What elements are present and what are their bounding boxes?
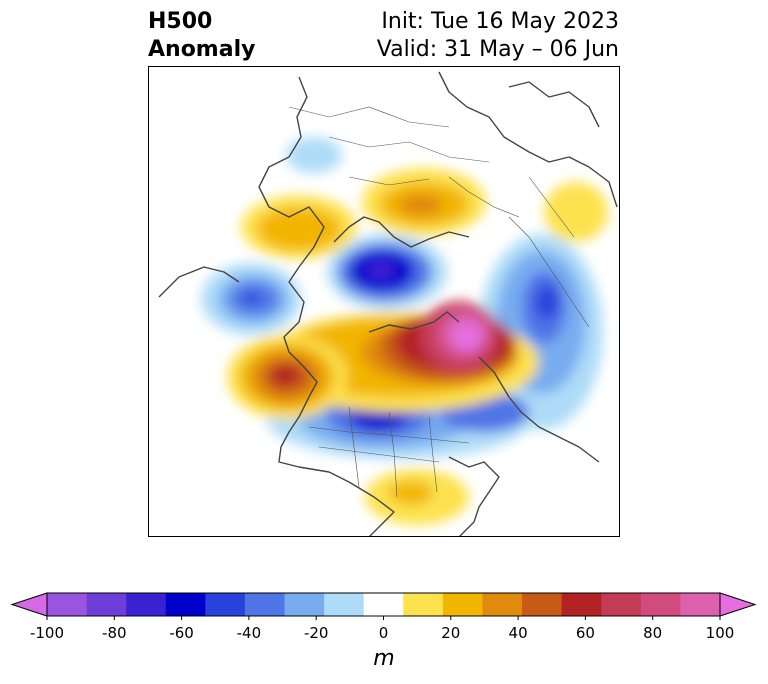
pos-anomaly-siberia	[241, 168, 486, 259]
anomaly-map	[148, 66, 620, 537]
colorbar-segment	[482, 593, 523, 616]
init-date: Init: Tue 16 May 2023	[381, 9, 619, 34]
colorbar-segment	[601, 593, 642, 616]
colorbar-segment	[126, 593, 167, 616]
colorbar-units: m	[373, 646, 395, 671]
neg-anomaly-north-asia	[327, 234, 447, 310]
title-left: H500 Anomaly	[148, 8, 255, 64]
colorbar-segment	[86, 593, 127, 616]
colorbar-segment	[165, 593, 206, 616]
colorbar-segment	[205, 593, 246, 616]
colorbar-segment	[680, 593, 721, 616]
anomaly-field	[201, 137, 608, 525]
colorbar-segment	[244, 593, 286, 616]
colorbar-tick-label: 20	[441, 624, 461, 642]
pos-anomaly-atlantic	[365, 469, 469, 525]
title-type: Anomaly	[148, 37, 256, 62]
colorbar-segment	[640, 593, 681, 616]
colorbar-segment	[284, 593, 325, 616]
valid-period: Valid: 31 May – 06 Jun	[376, 37, 619, 62]
colorbar-tick-label: -100	[29, 624, 65, 642]
colorbar-segment	[47, 593, 88, 616]
colorbar-tick-label: -80	[102, 624, 127, 642]
colorbar-segment	[561, 593, 602, 616]
colorbar-tick-label: 40	[508, 624, 528, 642]
colorbar-segment	[324, 593, 365, 616]
colorbar-tick-label: 0	[378, 624, 389, 642]
colorbar	[10, 592, 757, 620]
borders	[288, 106, 590, 498]
colorbar-segment	[442, 593, 483, 616]
colorbar-extend-high	[719, 592, 757, 617]
colorbar-tick-label: 100	[705, 624, 735, 642]
title-variable: H500	[148, 9, 213, 34]
colorbar-tick-label: -20	[303, 624, 329, 642]
title-right: Init: Tue 16 May 2023 Valid: 31 May – 06…	[377, 8, 619, 64]
colorbar-tick-label: 60	[575, 624, 595, 642]
colorbar-tick-label: 80	[643, 624, 663, 642]
colorbar-segment	[403, 593, 444, 616]
neg-anomaly-siberia	[286, 137, 342, 173]
colorbar-extend-low	[10, 592, 48, 617]
coastlines	[158, 71, 618, 536]
pos-anomaly-east-asia	[544, 182, 608, 242]
colorbar-tick-label: -40	[236, 624, 262, 642]
colorbar-segment	[522, 593, 563, 616]
colorbar-segment	[363, 593, 404, 616]
colorbar-tick-label: -60	[169, 624, 194, 642]
neg-anomaly-pacific	[201, 263, 301, 335]
map-svg	[158, 71, 618, 536]
